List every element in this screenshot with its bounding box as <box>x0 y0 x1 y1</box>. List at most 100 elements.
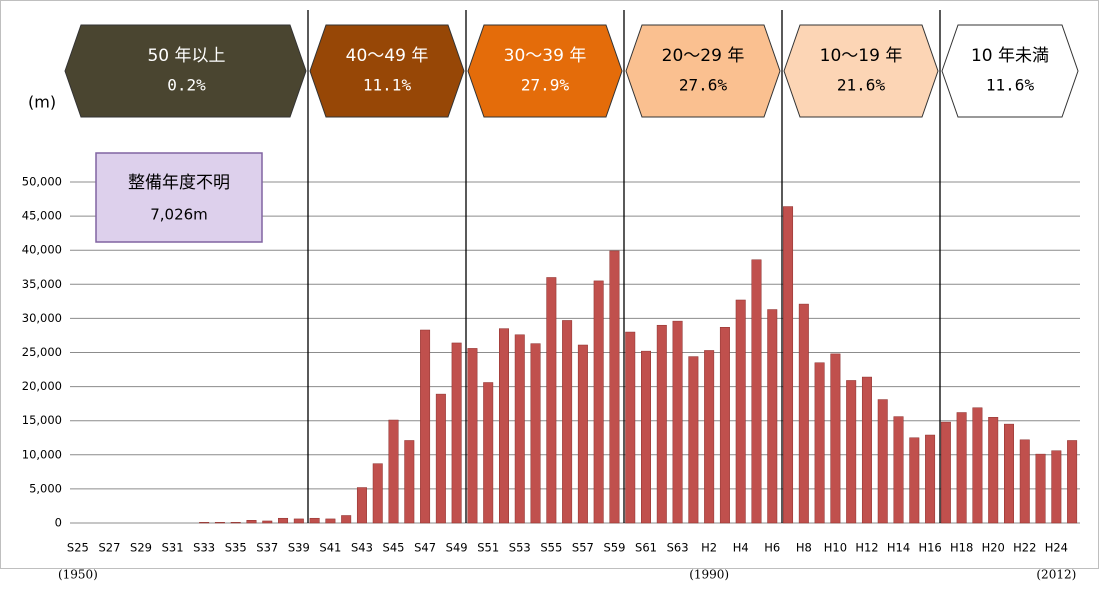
bar <box>893 416 904 524</box>
bar <box>641 350 651 524</box>
bar <box>798 303 809 524</box>
bar <box>246 520 257 524</box>
x-tick-label: S25 <box>67 541 89 555</box>
x-tick-label: H24 <box>1045 541 1068 555</box>
x-tick-label: H4 <box>733 541 749 555</box>
bar <box>546 277 557 524</box>
bar <box>388 419 399 524</box>
age-band-share: 27.6% <box>679 76 728 95</box>
bar <box>672 320 683 524</box>
annotation-text: 7,026m <box>150 206 208 224</box>
x-tick-label: H6 <box>764 541 780 555</box>
age-band-label: 10～19 年 <box>820 46 903 66</box>
x-tick-label: H10 <box>824 541 847 555</box>
x-tick-label: H12 <box>855 541 878 555</box>
age-band-label: 50 年以上 <box>147 46 225 66</box>
x-tick-label: S31 <box>162 541 184 555</box>
bar <box>861 376 872 524</box>
y-tick-label: 30,000 <box>22 311 62 325</box>
bar <box>262 520 273 524</box>
x-tick-label: S29 <box>130 541 152 555</box>
x-tick-label: S51 <box>477 541 499 555</box>
x-tick-label: H18 <box>950 541 973 555</box>
bar <box>1004 423 1014 524</box>
bar <box>704 350 715 524</box>
bar <box>199 522 210 524</box>
bar <box>956 412 967 524</box>
x-tick-label: S49 <box>446 541 468 555</box>
bar <box>909 437 920 524</box>
annotation-title: 整備年度不明 <box>128 173 230 193</box>
bar <box>577 344 588 524</box>
age-band-share: 27.9% <box>521 76 570 95</box>
x-tick-label: H8 <box>796 541 812 555</box>
age-band <box>625 24 781 118</box>
x-tick-label: H16 <box>918 541 941 555</box>
bar <box>925 434 936 524</box>
x-tick-label: H14 <box>887 541 910 555</box>
bar <box>293 518 304 524</box>
x-tick-label: S27 <box>98 541 120 555</box>
age-band <box>941 24 1079 118</box>
unit-label: (m) <box>28 93 56 112</box>
bar <box>499 328 509 524</box>
x-tick-label: S39 <box>288 541 310 555</box>
y-tick-label: 5,000 <box>29 481 62 495</box>
bar <box>467 348 478 524</box>
x-tick-label: H2 <box>701 541 717 555</box>
x-tick-label: S63 <box>667 541 689 555</box>
bar <box>688 356 699 524</box>
x-tick-label: S45 <box>383 541 405 555</box>
bar <box>420 329 431 524</box>
bar <box>814 362 825 524</box>
age-band <box>467 24 623 118</box>
x-tick-label: S59 <box>603 541 625 555</box>
y-tick-label: 50,000 <box>22 175 62 189</box>
age-band-label: 40～49 年 <box>346 46 429 66</box>
age-band <box>309 24 465 118</box>
bar <box>609 250 620 524</box>
y-tick-label: 35,000 <box>22 277 62 291</box>
x-tick-label: S37 <box>256 541 278 555</box>
bar <box>325 518 336 524</box>
bar <box>593 280 604 524</box>
annotation-box <box>95 152 263 243</box>
bar <box>846 380 857 524</box>
bar <box>230 522 241 524</box>
y-tick-label: 15,000 <box>22 413 62 427</box>
bar <box>309 517 320 524</box>
year-note: (1950) <box>58 568 98 582</box>
age-band-share: 11.1% <box>363 76 412 95</box>
bar <box>1019 439 1030 524</box>
bar <box>562 320 573 524</box>
bar <box>356 487 367 524</box>
bar <box>341 515 352 524</box>
bar <box>435 393 446 524</box>
age-band <box>783 24 939 118</box>
x-tick-label: S61 <box>635 541 657 555</box>
bar <box>530 343 541 524</box>
bar <box>372 463 383 524</box>
age-band-label: 30～39 年 <box>504 46 587 66</box>
bar <box>278 517 289 524</box>
age-band-share: 11.6% <box>986 76 1035 95</box>
age-band-share: 0.2% <box>167 76 206 95</box>
x-tick-label: S47 <box>414 541 436 555</box>
age-band-label: 10 年未満 <box>971 46 1049 66</box>
x-tick-label: S33 <box>193 541 215 555</box>
bar <box>451 342 462 524</box>
bar <box>625 331 636 524</box>
x-tick-label: H20 <box>982 541 1005 555</box>
bar <box>1051 450 1062 524</box>
bar <box>1067 440 1078 524</box>
year-note: (1990) <box>689 568 729 582</box>
y-tick-label: 25,000 <box>22 345 62 359</box>
bar <box>877 399 888 524</box>
age-band-share: 21.6% <box>837 76 886 95</box>
age-band <box>64 24 307 118</box>
age-band-label: 20～29 年 <box>662 46 745 66</box>
x-tick-label: S57 <box>572 541 594 555</box>
bar <box>751 259 762 524</box>
y-tick-label: 45,000 <box>22 209 62 223</box>
